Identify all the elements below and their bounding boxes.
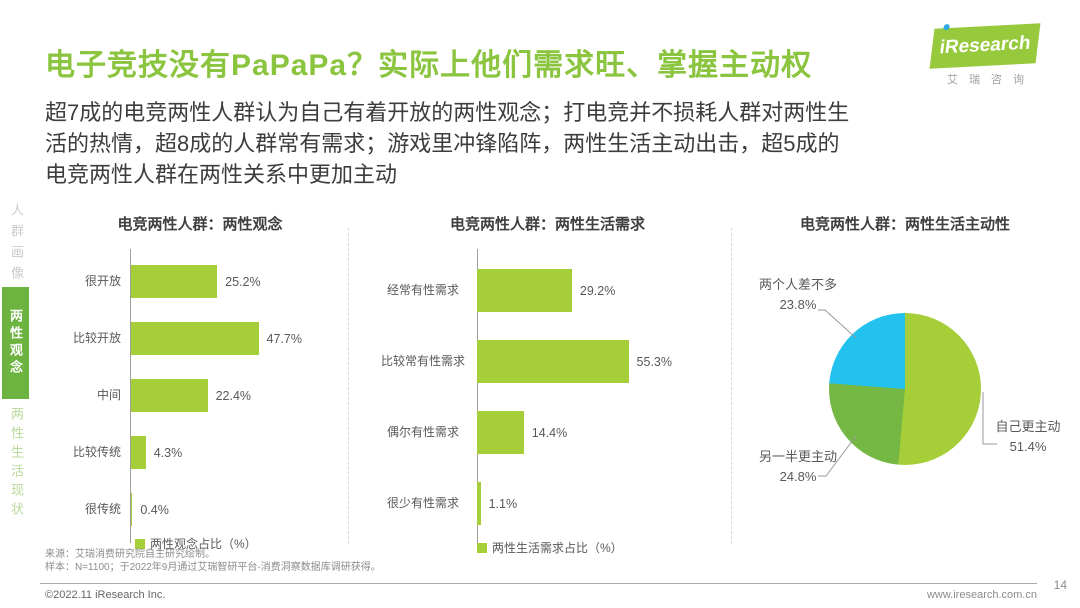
bar-value-label: 22.4% [215,388,252,403]
bar [131,379,208,412]
copyright-text: ©2022.11 iResearch Inc. [45,589,166,601]
iresearch-logo: iResearch 艾瑞咨询 [929,23,1044,87]
footnote-sample: 样本：N=1100；于2022年9月通过艾瑞智研平台-消费洞察数据库调研获得。 [45,562,381,573]
chart-panel-attitude: 电竞两性人群：两性观念 很开放 25.2% 比较开放 47.7% 中间 22.4% 比较传统… [55,205,345,557]
pie-chart [829,313,981,465]
pie-callout-lines [818,309,997,477]
logo-blue-dot-icon [943,23,950,31]
bar-category-label: 很开放 [84,274,121,288]
bar-value-label: 14.4% [531,425,568,440]
bar-category-label: 中间 [96,388,121,402]
bar-row: 很传统 0.4% [55,481,345,538]
bar-category-label: 偶尔有性需求 [386,425,459,439]
bar-row: 偶尔有性需求 14.4% [380,397,715,468]
chart-legend: 两性生活需求占比（%） [477,539,623,556]
pie-slice-label: 自己更主动 [995,419,1061,434]
pie-slice-value: 24.8% [779,469,817,484]
bar-category-label: 比较开放 [72,331,121,345]
bar [477,340,629,383]
bar-row: 很开放 25.2% [55,253,345,310]
bar-chart-attitude: 很开放 25.2% 比较开放 47.7% 中间 22.4% 比较传统 4.3% 很传统 0.4% [55,253,345,538]
logo-flag: iResearch [929,23,1041,69]
pie-callout-self-active: 自己更主动 51.4% [988,417,1068,457]
bar [131,493,133,526]
chart-title: 电竞两性人群：两性生活主动性 [799,216,1010,233]
chart-title: 电竞两性人群：两性生活需求 [449,216,645,233]
sidebar-item-liangxingshenghuo[interactable]: 两性生活现状 [9,407,24,521]
bar-value-label: 1.1% [488,496,518,511]
sidebar-item-liangxingguannian-active[interactable]: 两性观念 [2,287,29,399]
logo-brand-cn: 艾瑞咨询 [947,74,1035,86]
bar-value-label: 0.4% [140,502,169,517]
bar [131,265,218,298]
pie-slice-label: 两个人差不多 [758,277,837,292]
divider-dashed-1 [348,228,349,544]
pie-callout-partner-active: 另一半更主动 24.8% [750,447,846,487]
sidebar-item-renqunhuaxiang[interactable]: 人群画像 [9,203,24,287]
pie-slice-value: 51.4% [1009,439,1047,454]
bar-value-label: 55.3% [636,354,672,369]
bar [477,482,481,525]
bar-row: 经常有性需求 29.2% [380,255,715,326]
y-axis-line [130,249,131,543]
footer-divider [40,583,1037,584]
bar-category-label: 很传统 [84,502,121,516]
chart-title: 电竞两性人群：两性观念 [117,216,283,233]
chart-panel-initiative: 电竞两性人群：两性生活主动性 两个人差不多 23.8% 另一半更主动 24.8%… [740,205,1070,557]
website-link[interactable]: www.iresearch.com.cn [926,589,1037,601]
bar-category-label: 比较传统 [72,445,121,459]
chart-panel-demand: 电竞两性人群：两性生活需求 经常有性需求 29.2% 比较常有性需求 55.3% 偶尔有… [380,205,715,557]
bar-row: 中间 22.4% [55,367,345,424]
bar-row: 比较传统 4.3% [55,424,345,481]
footnotes: 来源：艾瑞消费研究院自主研究绘制。 样本：N=1100；于2022年9月通过艾瑞… [45,548,381,574]
page-subtitle: 超7成的电竞两性人群认为自己有着开放的两性观念；打电竞并不损耗人群对两性生活的热… [45,100,850,187]
bar-row: 很少有性需求 1.1% [380,468,715,539]
page-title: 电子竞技没有PaPaPa？实际上他们需求旺、掌握主动权 [45,49,813,82]
divider-dashed-2 [731,228,732,544]
bar-row: 比较常有性需求 55.3% [380,326,715,397]
chart-legend: 两性观念占比（%） [135,535,257,552]
bar-value-label: 29.2% [579,283,616,298]
bar [131,436,146,469]
bar [131,322,259,355]
legend-swatch-icon [135,538,145,549]
bar [477,269,572,312]
pie-callout-both-similar: 两个人差不多 23.8% [750,275,846,315]
pie-slice-label: 另一半更主动 [758,449,837,464]
bar-value-label: 4.3% [153,445,183,460]
bar-category-label: 比较常有性需求 [380,354,465,368]
bar-value-label: 47.7% [266,331,302,346]
logo-brand-text: iResearch [938,32,1032,59]
bar-value-label: 25.2% [225,274,261,289]
bar-category-label: 经常有性需求 [386,283,459,297]
bar-category-label: 很少有性需求 [386,496,459,510]
bar-row: 比较开放 47.7% [55,310,345,367]
pie-slice-value: 23.8% [779,297,817,312]
legend-label: 两性观念占比（%） [150,537,257,551]
y-axis-line [477,249,478,545]
footnote-source: 来源：艾瑞消费研究院自主研究绘制。 [45,549,215,560]
legend-label: 两性生活需求占比（%） [492,541,623,555]
sidebar-item-label: 两性观念 [8,309,23,377]
page-number: 14 [1053,578,1067,592]
bar-chart-demand: 经常有性需求 29.2% 比较常有性需求 55.3% 偶尔有性需求 14.4% 很少有性需求… [380,255,715,539]
bar [477,411,524,454]
legend-swatch-icon [477,542,487,553]
